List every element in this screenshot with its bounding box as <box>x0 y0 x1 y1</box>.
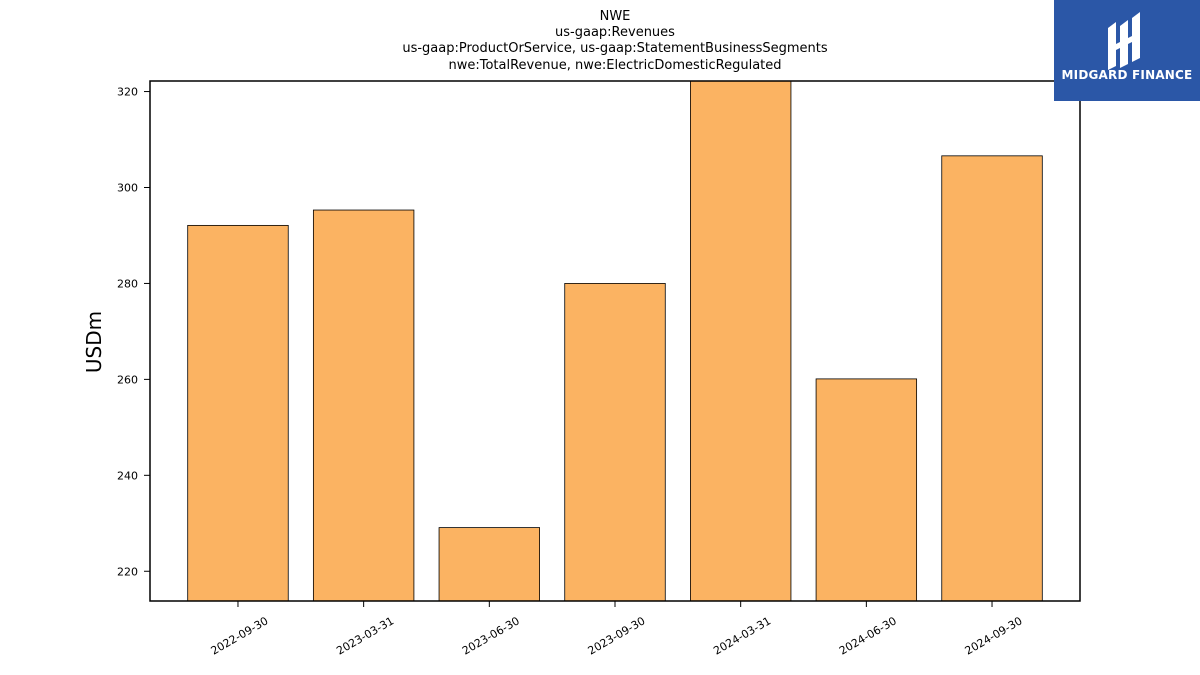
plot-frame <box>149 80 1081 602</box>
midgard-finance-logo: MIDGARD FINANCE <box>1054 0 1200 101</box>
x-axis: 2022-09-30 2023-03-31 2023-06-30 2023-09-30… <box>209 601 1025 658</box>
bar-2023-09-30 <box>564 283 666 602</box>
chart-title: NWE us-gaap:Revenues us-gaap:ProductOrSe… <box>402 9 828 73</box>
bar-2023-06-30 <box>438 527 540 602</box>
bar-2024-09-30 <box>941 155 1043 602</box>
x-tick-label: 2023-03-31 <box>334 614 396 657</box>
bar-2024-06-30 <box>815 378 918 602</box>
title-line-4: nwe:TotalRevenue, nwe:ElectricDomesticRe… <box>448 58 781 73</box>
y-axis-label: USDm <box>82 311 106 373</box>
logo-text: MIDGARD FINANCE <box>1061 68 1193 82</box>
title-line-2: us-gaap:Revenues <box>555 25 675 40</box>
y-tick-label: 240 <box>117 469 138 482</box>
y-tick-label: 320 <box>117 86 138 99</box>
x-tick-label: 2024-09-30 <box>963 614 1025 657</box>
logo-mark-icon <box>1108 12 1140 70</box>
bar-2023-03-31 <box>312 209 415 602</box>
x-tick-label: 2024-03-31 <box>711 614 773 657</box>
x-tick-label: 2022-09-30 <box>209 614 271 657</box>
y-axis: 220 240 260 280 300 320 <box>117 86 150 578</box>
title-line-1: NWE <box>600 9 631 24</box>
bar-2024-03-31 <box>690 80 792 602</box>
y-tick-label: 280 <box>117 277 138 290</box>
title-line-3: us-gaap:ProductOrService, us-gaap:Statem… <box>402 41 828 56</box>
x-tick-label: 2024-06-30 <box>837 614 899 657</box>
x-tick-label: 2023-06-30 <box>460 614 522 657</box>
bar-2022-09-30 <box>187 224 289 602</box>
y-tick-label: 260 <box>117 373 138 386</box>
bars-group <box>187 80 1043 602</box>
y-tick-label: 220 <box>117 565 138 578</box>
y-tick-label: 300 <box>117 181 138 194</box>
x-tick-label: 2023-09-30 <box>586 614 648 657</box>
